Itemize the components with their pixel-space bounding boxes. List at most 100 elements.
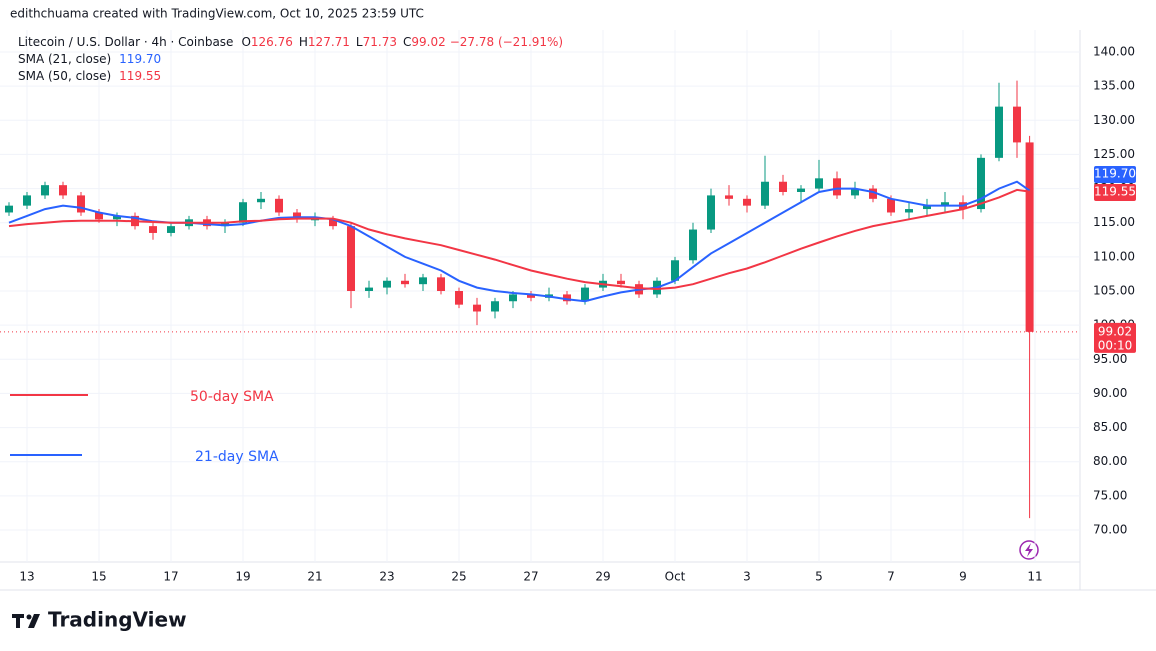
candle-body — [797, 188, 805, 192]
candle-body — [149, 226, 157, 233]
candle-body — [851, 188, 859, 196]
last-price-label: 99.02 — [1098, 324, 1132, 338]
x-tick-label: 3 — [743, 570, 751, 584]
y-tick-label: 135.00 — [1093, 79, 1135, 93]
candle-body — [311, 219, 319, 221]
ohlc-value: 126.76 — [251, 35, 293, 49]
candle-body — [437, 277, 445, 291]
symbol: Litecoin / U.S. Dollar · 4h · Coinbase — [18, 35, 233, 49]
candle-body — [77, 195, 85, 213]
candle-body — [473, 304, 481, 312]
x-tick-label: 23 — [379, 570, 394, 584]
annotation-text: 21-day SMA — [195, 449, 279, 465]
x-tick-label: 11 — [1027, 570, 1042, 584]
y-tick-label: 105.00 — [1093, 284, 1135, 298]
candle-body — [329, 219, 337, 227]
x-tick-label: 15 — [91, 570, 106, 584]
candle-body — [401, 280, 409, 285]
candle-body — [419, 277, 427, 285]
sma-price-label: 119.55 — [1094, 185, 1136, 199]
x-tick-label: 29 — [595, 570, 610, 584]
candle-body — [833, 178, 841, 196]
candle-body — [671, 260, 679, 281]
sma-line — [8, 188, 1030, 291]
x-tick-label: 5 — [815, 570, 823, 584]
change: −27.78 (−21.91%) — [450, 35, 563, 49]
candle-body — [527, 294, 535, 298]
candle-body — [1025, 142, 1034, 332]
indicator-name: SMA (50, close) — [18, 69, 111, 83]
candle-body — [1013, 106, 1021, 143]
ohlc-key: C — [403, 35, 411, 49]
candle-body — [293, 212, 301, 220]
candle-body — [455, 291, 463, 305]
candle-body — [491, 301, 499, 312]
x-tick-label: 9 — [959, 570, 967, 584]
indicator-name: SMA (21, close) — [18, 52, 111, 66]
indicator-legend: SMA (50, close) 119.55 — [18, 69, 161, 83]
y-tick-label: 95.00 — [1093, 352, 1127, 366]
ohlc-key: H — [299, 35, 308, 49]
candle-body — [905, 209, 913, 213]
y-tick-label: 85.00 — [1093, 420, 1127, 434]
indicator-value: 119.70 — [119, 52, 161, 66]
candle-body — [59, 185, 67, 196]
candle-body — [347, 226, 355, 291]
lightning-icon — [1019, 540, 1039, 560]
y-tick-label: 90.00 — [1093, 386, 1127, 400]
logo-mark — [12, 614, 40, 628]
candle-body — [707, 195, 715, 230]
y-tick-label: 130.00 — [1093, 113, 1135, 127]
candle-body — [725, 195, 733, 199]
x-tick-label: 13 — [19, 570, 34, 584]
annotation-text: 50-day SMA — [190, 389, 274, 405]
candle-body — [275, 198, 283, 213]
candle-body — [239, 202, 247, 223]
y-tick-label: 125.00 — [1093, 147, 1135, 161]
candle-body — [113, 215, 121, 220]
indicator-legend: SMA (21, close) 119.70 — [18, 52, 161, 66]
candle-body — [383, 280, 391, 288]
candle-body — [5, 205, 13, 213]
y-tick-label: 80.00 — [1093, 454, 1127, 468]
ohlc-value: 71.73 — [363, 35, 397, 49]
y-tick-label: 75.00 — [1093, 488, 1127, 502]
candle-body — [581, 287, 589, 302]
countdown: 00:10 — [1098, 338, 1133, 352]
x-tick-label: 21 — [307, 570, 322, 584]
y-tick-label: 140.00 — [1093, 45, 1135, 59]
candle-body — [941, 202, 949, 206]
y-tick-label: 115.00 — [1093, 215, 1135, 229]
ohlc-key: O — [241, 35, 250, 49]
candle-body — [617, 280, 625, 285]
candle-body — [923, 205, 931, 210]
x-tick-label: 7 — [887, 570, 895, 584]
candle-body — [779, 181, 787, 192]
candle-body — [977, 157, 985, 210]
candle-body — [743, 198, 751, 206]
candle-body — [95, 212, 103, 220]
candle-body — [887, 198, 895, 213]
x-tick-label: 19 — [235, 570, 250, 584]
candle-body — [23, 195, 31, 206]
x-tick-label: 27 — [523, 570, 538, 584]
candle-body — [869, 188, 877, 199]
x-tick-label: Oct — [665, 570, 686, 584]
attribution: edithchuama created with TradingView.com… — [10, 7, 424, 21]
candle-body — [257, 198, 265, 203]
candle-body — [563, 294, 571, 302]
sma-price-box — [1094, 184, 1136, 201]
legend-header: Litecoin / U.S. Dollar · 4h · Coinbase O1… — [18, 35, 563, 49]
candle-body — [761, 181, 769, 206]
sma-price-box — [1094, 166, 1136, 183]
last-price-box — [1094, 322, 1136, 353]
candle-body — [41, 185, 49, 196]
candle-body — [689, 229, 697, 261]
candle-body — [365, 287, 373, 291]
ohlc-value: 127.71 — [308, 35, 350, 49]
ohlc-key: L — [356, 35, 363, 49]
candle-body — [995, 106, 1003, 158]
candle-body — [167, 226, 175, 233]
y-tick-label: 110.00 — [1093, 249, 1135, 263]
